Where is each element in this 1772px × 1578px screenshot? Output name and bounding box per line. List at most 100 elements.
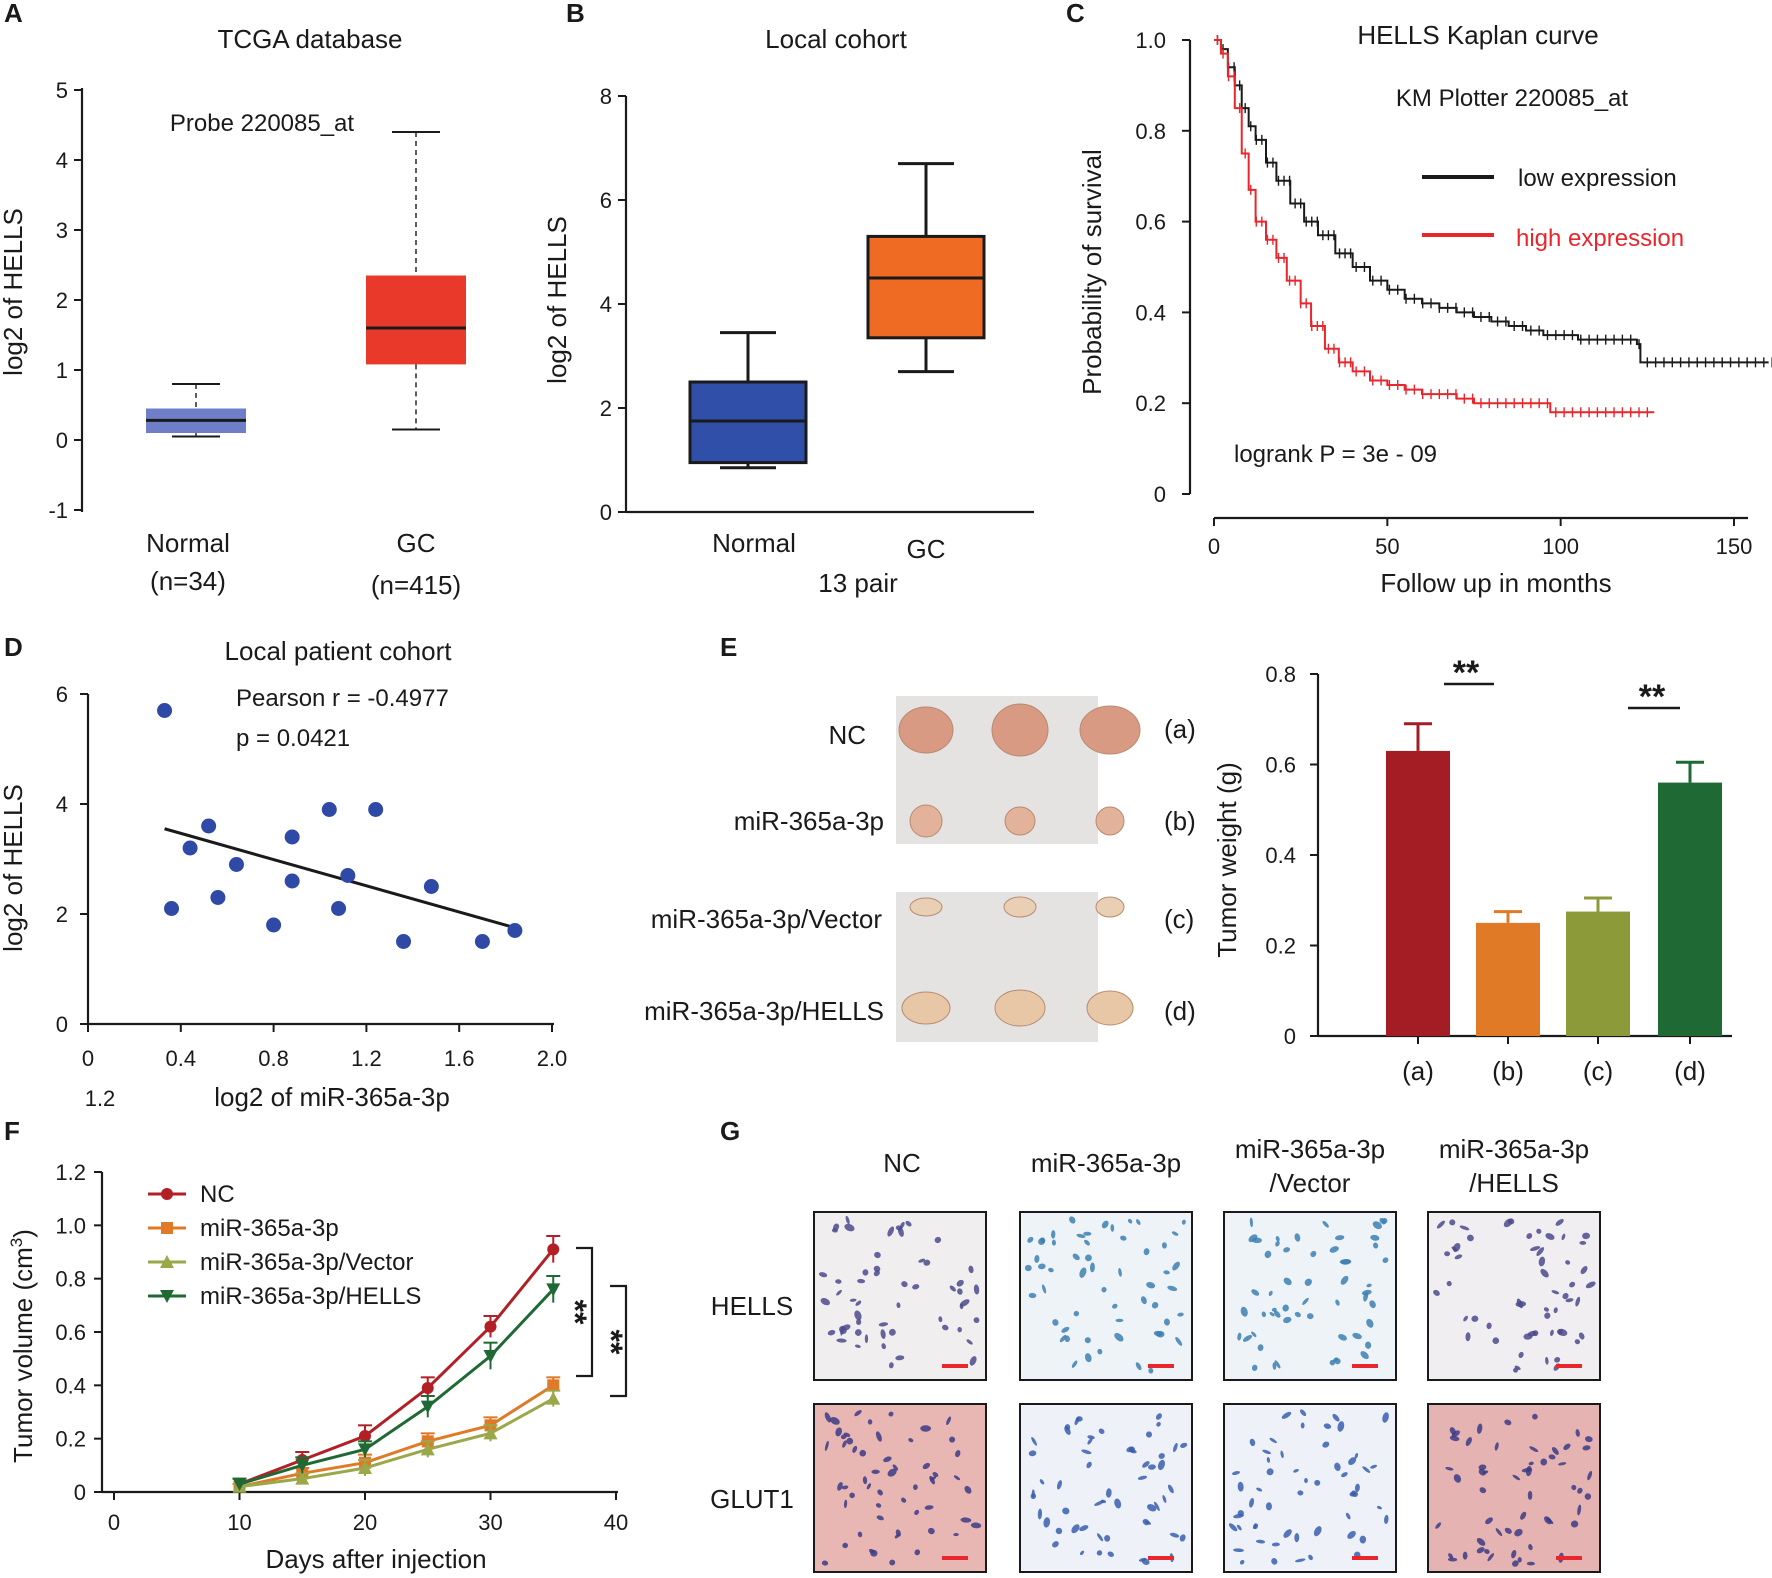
tumor-specimen	[1095, 806, 1125, 836]
cell-nucleus	[938, 1316, 943, 1323]
cell-nucleus	[1038, 1263, 1046, 1270]
cell-nucleus	[1237, 1510, 1244, 1517]
y-tick-label: 8	[600, 84, 612, 109]
cell-nucleus	[1486, 1322, 1492, 1330]
box-gc	[366, 275, 466, 365]
cell-nucleus	[1112, 1303, 1118, 1309]
cell-nucleus	[899, 1221, 905, 1229]
panel-a-ylabel: log2 of HELLS	[0, 208, 28, 376]
marker-triangle-down	[295, 1459, 310, 1473]
tumor-specimen	[898, 706, 954, 754]
cell-nucleus	[932, 1472, 939, 1478]
cell-nucleus	[1551, 1446, 1559, 1455]
cell-nucleus	[1527, 1490, 1533, 1500]
cell-nucleus	[1079, 1550, 1085, 1556]
cell-nucleus	[1554, 1356, 1561, 1363]
y-tick-label: 4	[56, 148, 68, 173]
panel-a-title: TCGA database	[218, 24, 403, 54]
cell-nucleus	[1249, 1438, 1256, 1447]
marker-triangle-down	[232, 1478, 247, 1491]
ihc-column-header: miR-365a-3p	[1235, 1134, 1385, 1164]
cell-nucleus	[1283, 1277, 1292, 1286]
tumor-specimen	[1004, 806, 1036, 836]
x-tick-label: 0	[1208, 534, 1220, 559]
ihc-tile-glut1	[1019, 1403, 1193, 1573]
cell-nucleus	[1587, 1470, 1593, 1481]
cell-nucleus	[1242, 1334, 1253, 1342]
cell-nucleus	[1570, 1520, 1579, 1528]
cell-nucleus	[1571, 1484, 1577, 1491]
cell-nucleus	[1294, 1233, 1301, 1242]
cell-nucleus	[1485, 1517, 1493, 1525]
cell-nucleus	[1233, 1548, 1244, 1553]
cell-nucleus	[854, 1344, 861, 1348]
cell-nucleus	[1249, 1217, 1253, 1228]
cell-nucleus	[1037, 1508, 1043, 1520]
cell-nucleus	[914, 1549, 921, 1556]
cell-nucleus	[887, 1468, 897, 1477]
cell-nucleus	[888, 1362, 894, 1369]
x-tick-label: 0.8	[258, 1046, 289, 1071]
cell-nucleus	[1167, 1484, 1174, 1494]
cell-nucleus	[849, 1298, 857, 1302]
cell-nucleus	[836, 1289, 842, 1296]
cell-nucleus	[1332, 1413, 1340, 1422]
km-curve-low	[1214, 39, 1769, 364]
cell-nucleus	[1084, 1337, 1091, 1344]
cell-nucleus	[1580, 1266, 1588, 1275]
cell-nucleus	[934, 1236, 942, 1244]
cell-nucleus	[1237, 1481, 1244, 1492]
cell-nucleus	[1314, 1479, 1321, 1486]
panel-c-subtitle: KM Plotter 220085_at	[1396, 85, 1628, 112]
panel-label-b: B	[566, 0, 585, 28]
cell-nucleus	[1478, 1468, 1487, 1476]
panel-c-km-plot: 0 0.2 0.4 0.6 0.8 1.0 0 50 100 150 HELLS Kaplan c…	[1077, 20, 1772, 598]
y-tick-label: 0.6	[1135, 210, 1166, 235]
cell-nucleus	[880, 1329, 886, 1339]
cell-nucleus	[1574, 1339, 1581, 1345]
cell-nucleus	[1322, 1220, 1329, 1228]
cell-nucleus	[1557, 1329, 1563, 1335]
legend-label: miR-365a-3p/Vector	[200, 1249, 413, 1276]
y-tick-label: 0.4	[1135, 300, 1166, 325]
cell-nucleus	[1145, 1431, 1153, 1438]
cell-nucleus	[1304, 1478, 1308, 1484]
cell-nucleus	[1585, 1436, 1593, 1443]
cell-nucleus	[1376, 1505, 1382, 1510]
series-line-3	[239, 1288, 555, 1486]
cell-nucleus	[1084, 1353, 1092, 1363]
cell-nucleus	[923, 1259, 931, 1266]
tumor-group-mir: miR-365a-3p	[734, 806, 884, 836]
cell-nucleus	[1141, 1558, 1150, 1565]
tumor-specimen	[909, 897, 943, 917]
cell-nucleus	[1379, 1217, 1386, 1225]
cell-nucleus	[1052, 1541, 1059, 1548]
cell-nucleus	[1162, 1494, 1167, 1503]
cell-nucleus	[1030, 1493, 1037, 1500]
ihc-column-header: NC	[883, 1148, 921, 1178]
cell-nucleus	[1362, 1466, 1371, 1473]
cell-nucleus	[1508, 1218, 1515, 1225]
cell-nucleus	[889, 1559, 896, 1566]
cell-nucleus	[1322, 1441, 1330, 1448]
cell-nucleus	[1361, 1289, 1372, 1296]
panel-a-cat-gc: GC	[397, 528, 436, 558]
cell-nucleus	[1543, 1307, 1549, 1312]
cell-nucleus	[1059, 1334, 1067, 1343]
panel-d-scatter: Local patient cohort Pearson r = -0.4977…	[0, 636, 567, 1112]
cell-nucleus	[1514, 1528, 1523, 1537]
cell-nucleus	[1354, 1483, 1360, 1493]
cell-nucleus	[908, 1438, 914, 1443]
y-tick-label: 0.6	[1265, 753, 1296, 778]
cell-nucleus	[839, 1326, 847, 1334]
cell-nucleus	[1540, 1458, 1548, 1466]
y-tick-label: 2	[600, 396, 612, 421]
cell-nucleus	[842, 1542, 849, 1549]
cell-nucleus	[922, 1462, 931, 1470]
scatter-point	[182, 840, 198, 856]
cell-nucleus	[895, 1529, 901, 1537]
cell-nucleus	[1294, 1533, 1300, 1543]
cell-nucleus	[1293, 1468, 1299, 1473]
cell-nucleus	[966, 1339, 973, 1345]
cell-nucleus	[1536, 1247, 1545, 1256]
